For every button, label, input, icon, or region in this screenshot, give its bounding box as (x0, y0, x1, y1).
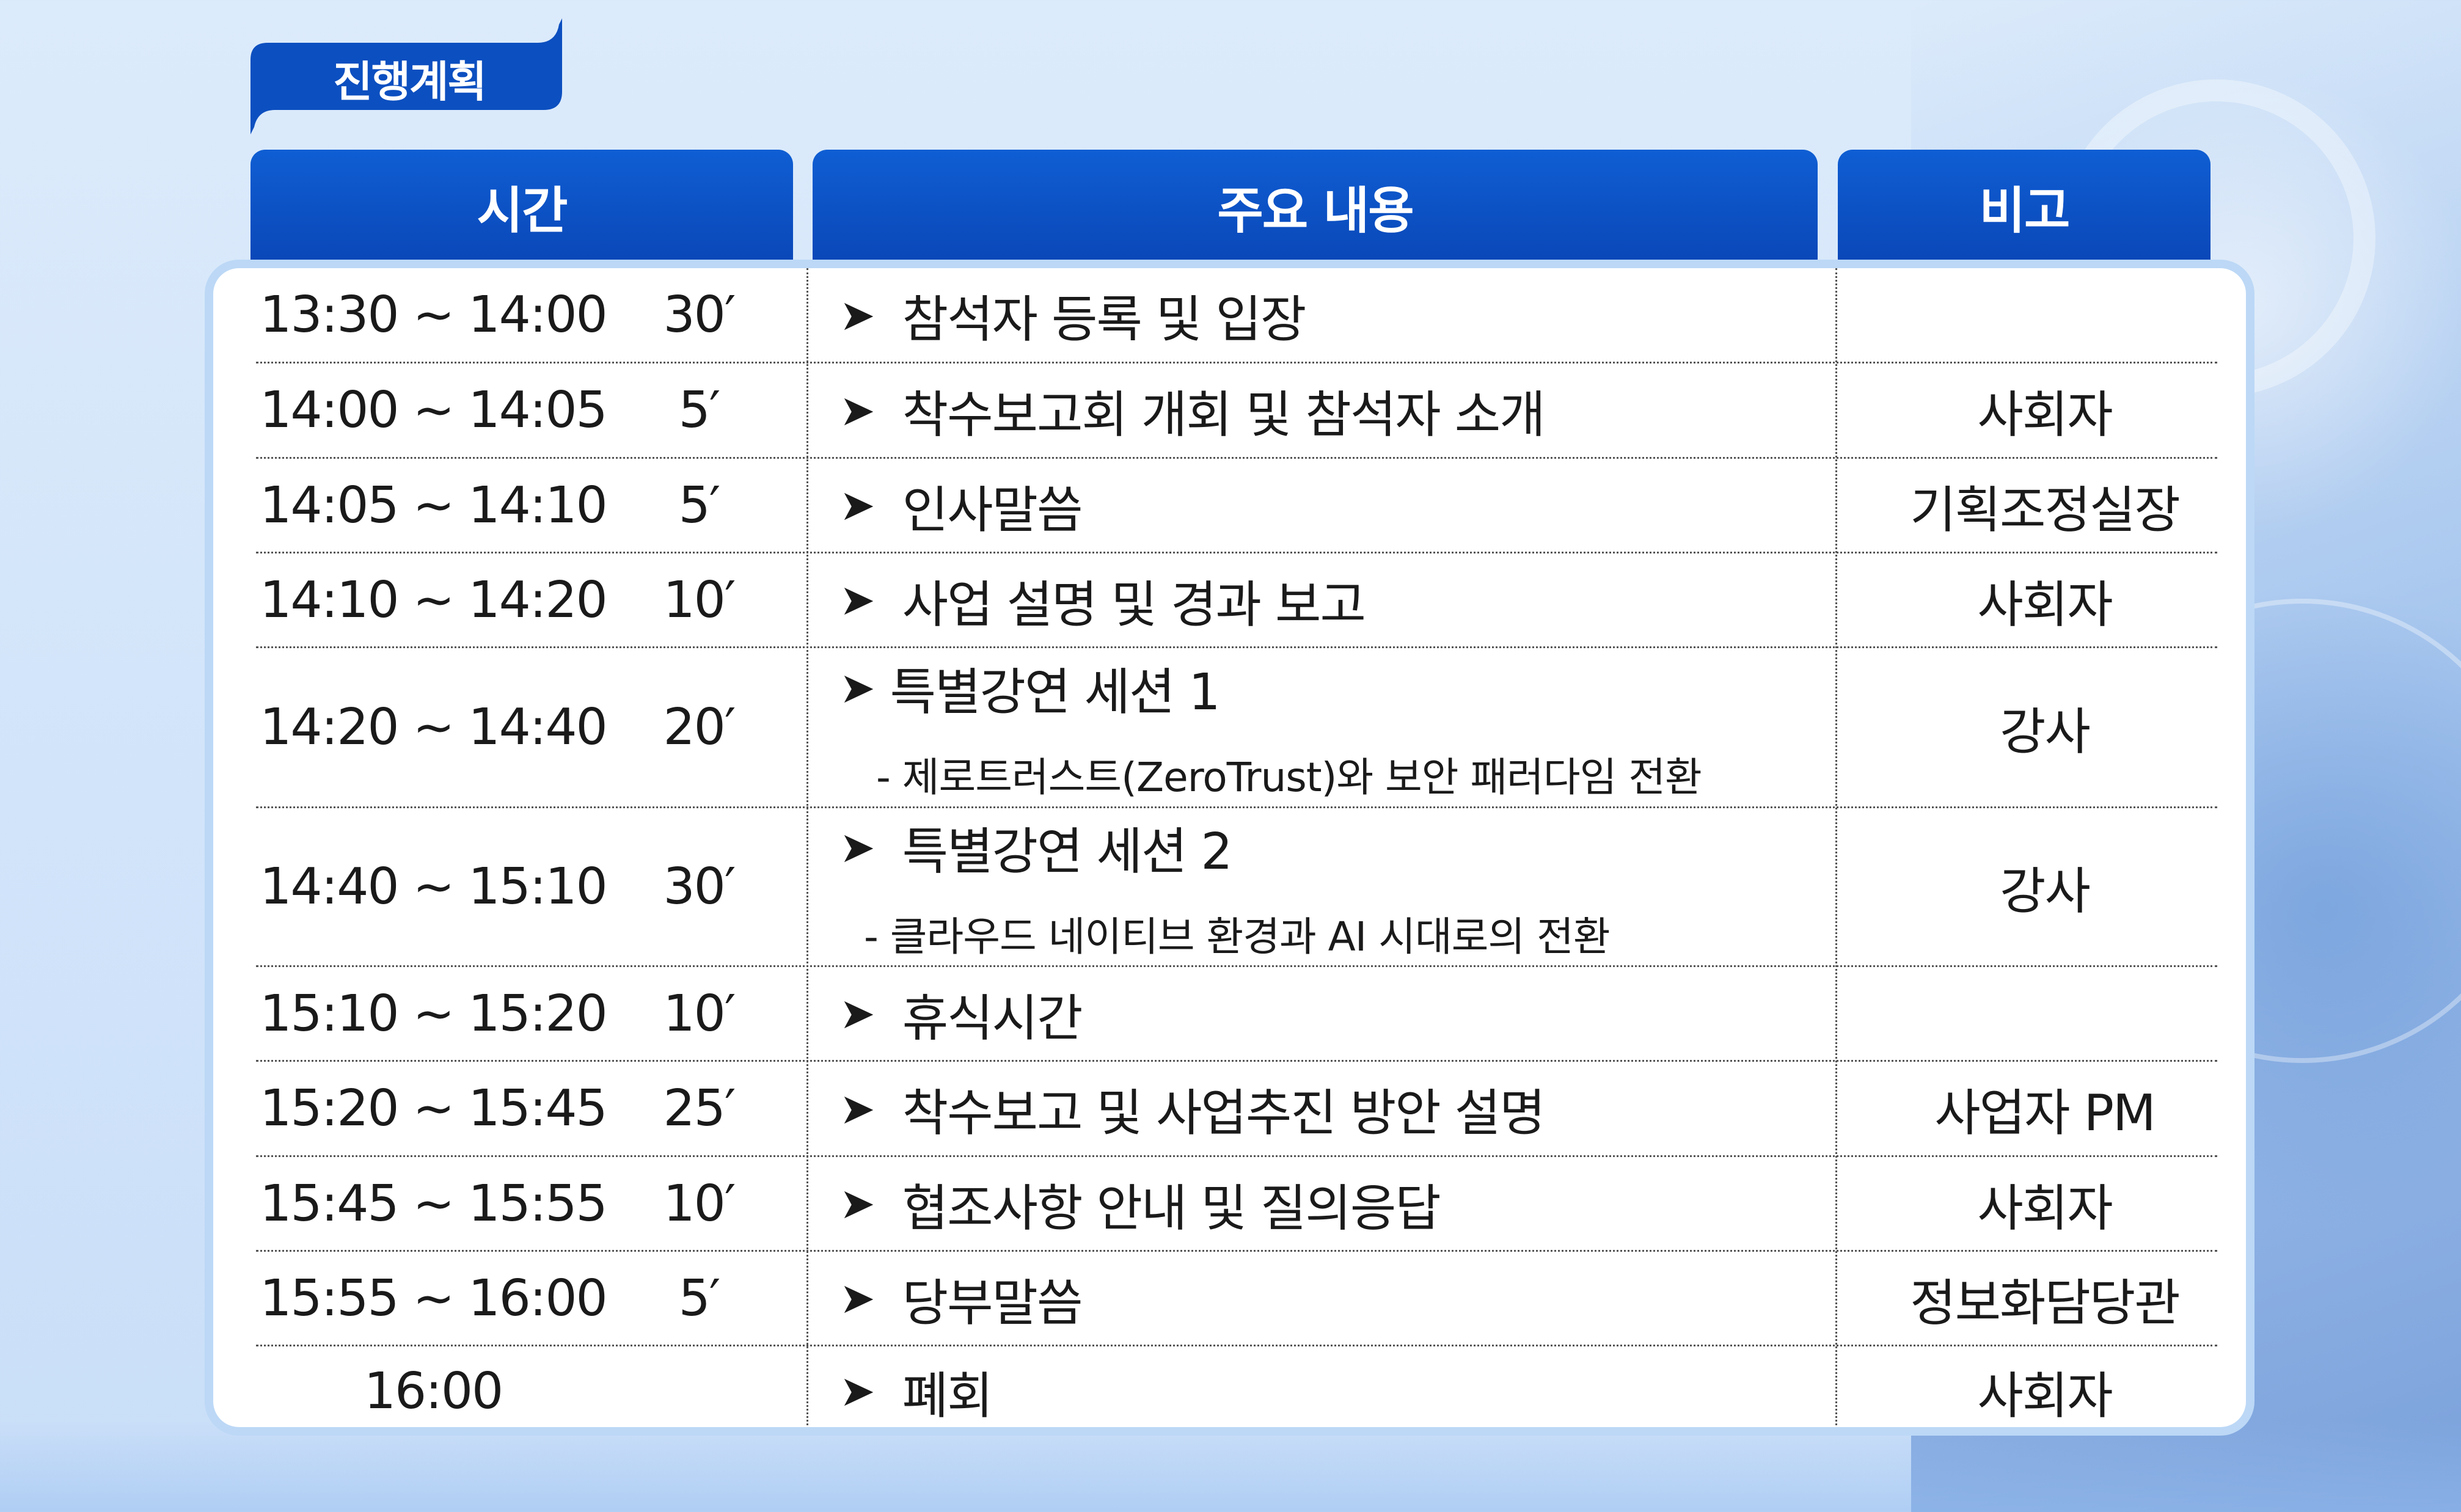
time-cell: 15:45 ~ 15:55 (260, 1174, 607, 1233)
header-note: 비고 (1838, 150, 2211, 263)
content-text: 착수보고회 개회 및 참석자 소개 (902, 386, 1546, 444)
time-cell: 14:05 ~ 14:10 (260, 476, 607, 535)
content-cell: ➤ 착수보고 및 사업추진 방안 설명 (839, 1062, 1848, 1155)
duration-cell: 5′ (678, 476, 721, 535)
content-cell: ➤ 특별강연 세션 1 - 제로트러스트(ZeroTrust)와 보안 패러다임… (839, 648, 1848, 806)
duration-cell: 30′ (663, 286, 736, 344)
arrowhead-icon: ➤ (839, 290, 876, 340)
duration-cell: 25′ (663, 1079, 736, 1138)
content-cell: ➤ 특별강연 세션 2 - 클라우드 네이티브 환경과 AI 시대로의 전환 (839, 808, 1848, 965)
table-row: 14:10 ~ 14:20 10′ ➤ 사업 설명 및 경과 보고 사회자 (256, 553, 2217, 648)
table-row: 15:45 ~ 15:55 10′ ➤ 협조사항 안내 및 질의응답 사회자 (256, 1157, 2217, 1252)
time-cell: 15:55 ~ 16:00 (260, 1269, 607, 1328)
note-cell: 기획조정실장 (1910, 481, 2181, 539)
note-cell: 사회자 (1977, 575, 2113, 634)
duration-cell: 20′ (663, 698, 736, 756)
content-cell: ➤ 폐회 (839, 1346, 1848, 1427)
table-row: 13:30 ~ 14:00 30′ ➤ 참석자 등록 및 입장 (256, 268, 2217, 363)
time-cell: 14:00 ~ 14:05 (260, 381, 607, 439)
duration-cell (610, 1346, 788, 1427)
content-subtext: - 제로트러스트(ZeroTrust)와 보안 패러다임 전환 (876, 754, 1702, 801)
table-row: 16:00 ➤ 폐회 사회자 (256, 1346, 2217, 1427)
note-cell (1872, 967, 2217, 1060)
arrowhead-icon: ➤ (839, 822, 876, 872)
time-cell: 14:10 ~ 14:20 (260, 571, 607, 629)
arrowhead-icon: ➤ (839, 1083, 876, 1134)
duration-cell: 10′ (663, 571, 736, 629)
schedule-table: 13:30 ~ 14:00 30′ ➤ 참석자 등록 및 입장 14:00 ~ … (205, 260, 2254, 1436)
table-row: 15:10 ~ 15:20 10′ ➤ 휴식시간 (256, 967, 2217, 1062)
note-cell: 사회자 (1977, 1367, 2113, 1425)
time-cell: 13:30 ~ 14:00 (260, 286, 607, 344)
time-cell: 15:20 ~ 15:45 (260, 1079, 607, 1138)
table-row: 14:00 ~ 14:05 5′ ➤ 착수보고회 개회 및 참석자 소개 사회자 (256, 363, 2217, 459)
content-text: 참석자 등록 및 입장 (902, 291, 1307, 349)
arrowhead-icon: ➤ (839, 1273, 876, 1323)
time-cell: 15:10 ~ 15:20 (260, 984, 607, 1043)
table-row: 15:55 ~ 16:00 5′ ➤ 당부말씀 정보화담당관 (256, 1252, 2217, 1346)
arrowhead-icon: ➤ (839, 1178, 876, 1229)
note-cell: 정보화담당관 (1910, 1274, 2181, 1332)
content-line: ➤ 특별강연 세션 2 (839, 811, 1233, 883)
duration-cell: 5′ (678, 1269, 721, 1328)
duration-cell: 5′ (678, 381, 721, 439)
table-row: 15:20 ~ 15:45 25′ ➤ 착수보고 및 사업추진 방안 설명 사업… (256, 1062, 2217, 1157)
content-cell: ➤ 당부말씀 (839, 1252, 1848, 1345)
content-text: 인사말씀 (902, 481, 1083, 539)
table-row: 14:05 ~ 14:10 5′ ➤ 인사말씀 기획조정실장 (256, 459, 2217, 553)
content-cell: ➤ 사업 설명 및 경과 보고 (839, 553, 1848, 646)
arrowhead-icon: ➤ (839, 988, 876, 1039)
arrowhead-icon: ➤ (839, 385, 876, 436)
content-line: ➤ 특별강연 세션 1 (839, 651, 1221, 724)
content-cell: ➤ 착수보고회 개회 및 참석자 소개 (839, 363, 1848, 457)
arrowhead-icon: ➤ (839, 575, 876, 625)
background-bottom-glow (0, 1420, 2461, 1512)
content-text: 특별강연 세션 1 (890, 663, 1221, 721)
arrowhead-icon: ➤ (839, 662, 876, 713)
tag-shape (250, 18, 562, 134)
header-content: 주요 내용 (813, 150, 1818, 263)
note-cell: 강사 (2000, 703, 2091, 761)
content-cell: ➤ 참석자 등록 및 입장 (839, 268, 1848, 362)
time-cell: 14:20 ~ 14:40 (260, 698, 607, 756)
note-cell: 사회자 (1977, 386, 2113, 444)
content-cell: ➤ 협조사항 안내 및 질의응답 (839, 1157, 1848, 1250)
content-text: 협조사항 안내 및 질의응답 (902, 1179, 1441, 1238)
note-cell: 사회자 (1977, 1179, 2113, 1238)
table-row: 14:40 ~ 15:10 30′ ➤ 특별강연 세션 2 - 클라우드 네이티… (256, 808, 2217, 967)
content-cell: ➤ 인사말씀 (839, 459, 1848, 552)
table-row: 14:20 ~ 14:40 20′ ➤ 특별강연 세션 1 - 제로트러스트(Z… (256, 648, 2217, 808)
time-cell: 16:00 (364, 1362, 503, 1420)
column-divider (1835, 268, 1837, 1427)
content-text: 폐회 (902, 1367, 993, 1425)
duration-cell: 10′ (663, 1174, 736, 1233)
content-text: 사업 설명 및 경과 보고 (902, 575, 1366, 634)
content-subtext: - 클라우드 네이티브 환경과 AI 시대로의 전환 (864, 913, 1611, 960)
arrowhead-icon: ➤ (839, 480, 876, 530)
tag-label: 진행계획 (333, 57, 487, 107)
content-cell: ➤ 휴식시간 (839, 967, 1848, 1060)
header-time: 시간 (250, 150, 793, 263)
note-cell: 강사 (2000, 863, 2091, 921)
column-divider (806, 268, 808, 1427)
content-text: 특별강연 세션 2 (902, 823, 1233, 881)
time-cell: 14:40 ~ 15:10 (260, 858, 607, 916)
duration-cell: 30′ (663, 858, 736, 916)
content-text: 당부말씀 (902, 1274, 1083, 1332)
arrowhead-icon: ➤ (839, 1366, 876, 1416)
content-text: 휴식시간 (902, 989, 1083, 1048)
note-cell: 사업자 PM (1934, 1084, 2156, 1142)
note-cell (1872, 268, 2217, 362)
duration-cell: 10′ (663, 984, 736, 1043)
section-tag: 진행계획 (250, 18, 568, 134)
content-text: 착수보고 및 사업추진 방안 설명 (902, 1084, 1546, 1142)
